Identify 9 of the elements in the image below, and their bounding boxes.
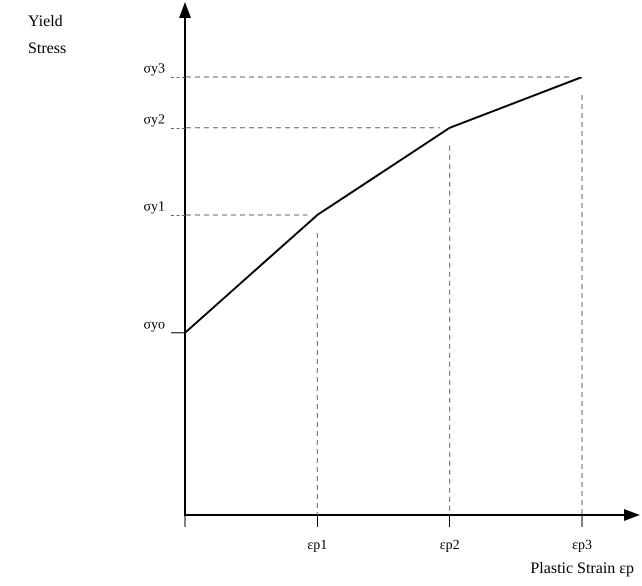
x-tick-label: εp2: [440, 538, 460, 554]
text: Yield Stress: [28, 12, 68, 59]
ref-line-label: σy3: [143, 62, 165, 77]
ref-line-label: σyo: [143, 317, 165, 332]
ref-line-label: σy2: [143, 112, 165, 128]
x-tick-label: εp1: [307, 538, 328, 554]
x-axis-title: Plastic Strain εp: [530, 560, 634, 578]
x-tick-label: εp3: [572, 538, 592, 554]
ref-line-label: σy1: [143, 200, 165, 215]
